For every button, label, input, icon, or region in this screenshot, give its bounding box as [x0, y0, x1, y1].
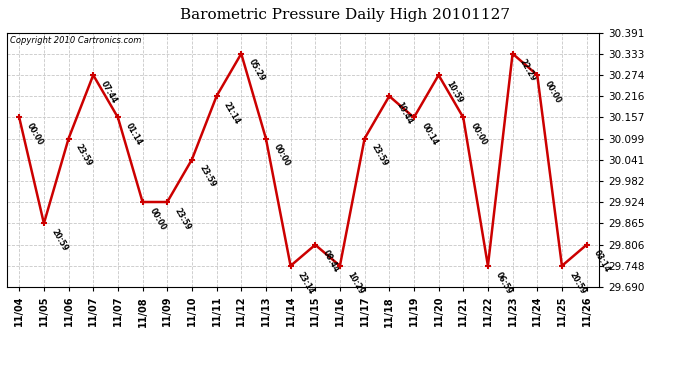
Text: Copyright 2010 Cartronics.com: Copyright 2010 Cartronics.com	[10, 36, 141, 45]
Text: 00:00: 00:00	[25, 122, 45, 147]
Text: Barometric Pressure Daily High 20101127: Barometric Pressure Daily High 20101127	[180, 8, 510, 21]
Text: 00:00: 00:00	[469, 122, 489, 147]
Text: 05:29: 05:29	[247, 58, 266, 83]
Text: 01:14: 01:14	[124, 122, 144, 147]
Text: 20:59: 20:59	[567, 270, 587, 295]
Text: 22:29: 22:29	[518, 58, 538, 83]
Text: 21:14: 21:14	[222, 100, 242, 126]
Text: 08:44: 08:44	[321, 249, 341, 274]
Text: 00:14: 00:14	[420, 122, 440, 147]
Text: 10:29: 10:29	[346, 270, 365, 296]
Text: 06:59: 06:59	[493, 270, 513, 295]
Text: 23:59: 23:59	[370, 143, 390, 168]
Text: 23:14: 23:14	[296, 270, 316, 296]
Text: 20:59: 20:59	[50, 228, 69, 253]
Text: 07:44: 07:44	[99, 79, 119, 105]
Text: 23:59: 23:59	[74, 143, 94, 168]
Text: 00:00: 00:00	[543, 79, 562, 105]
Text: 00:00: 00:00	[148, 206, 168, 232]
Text: 23:59: 23:59	[197, 164, 217, 189]
Text: 10:59: 10:59	[444, 79, 464, 105]
Text: 03:14: 03:14	[592, 249, 612, 274]
Text: 23:59: 23:59	[172, 206, 193, 231]
Text: 00:00: 00:00	[271, 143, 291, 168]
Text: 10:44: 10:44	[395, 100, 415, 126]
